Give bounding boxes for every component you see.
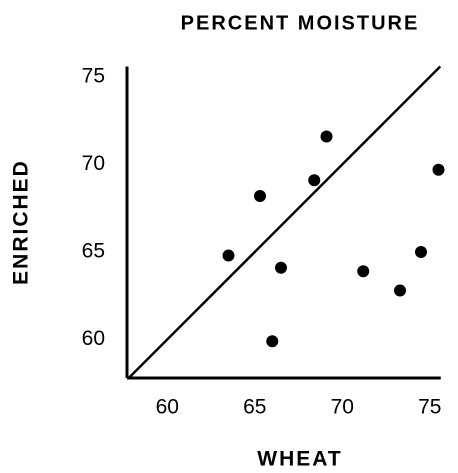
y-tick-label: 70 xyxy=(82,152,105,175)
point xyxy=(222,249,235,262)
y-tick-label: 65 xyxy=(82,240,105,263)
y-tick-label: 75 xyxy=(82,65,105,88)
point xyxy=(357,265,370,278)
x-axis-label: WHEAT xyxy=(257,448,342,471)
x-tick-label: 60 xyxy=(156,396,179,419)
point xyxy=(415,246,427,258)
identity-line xyxy=(127,65,442,379)
chart-title: PERCENT MOISTURE xyxy=(181,12,420,34)
x-tick-label: 70 xyxy=(331,396,354,419)
point xyxy=(266,335,279,348)
x-tick-label: 65 xyxy=(243,396,266,419)
x-tick-label: 75 xyxy=(418,396,441,419)
point xyxy=(254,190,266,202)
y-tick-label: 60 xyxy=(82,327,105,350)
y-axis-label: ENRICHED xyxy=(10,159,33,285)
point xyxy=(308,174,321,187)
point xyxy=(432,163,445,176)
point xyxy=(320,130,333,143)
point xyxy=(275,261,287,274)
point xyxy=(394,284,406,297)
